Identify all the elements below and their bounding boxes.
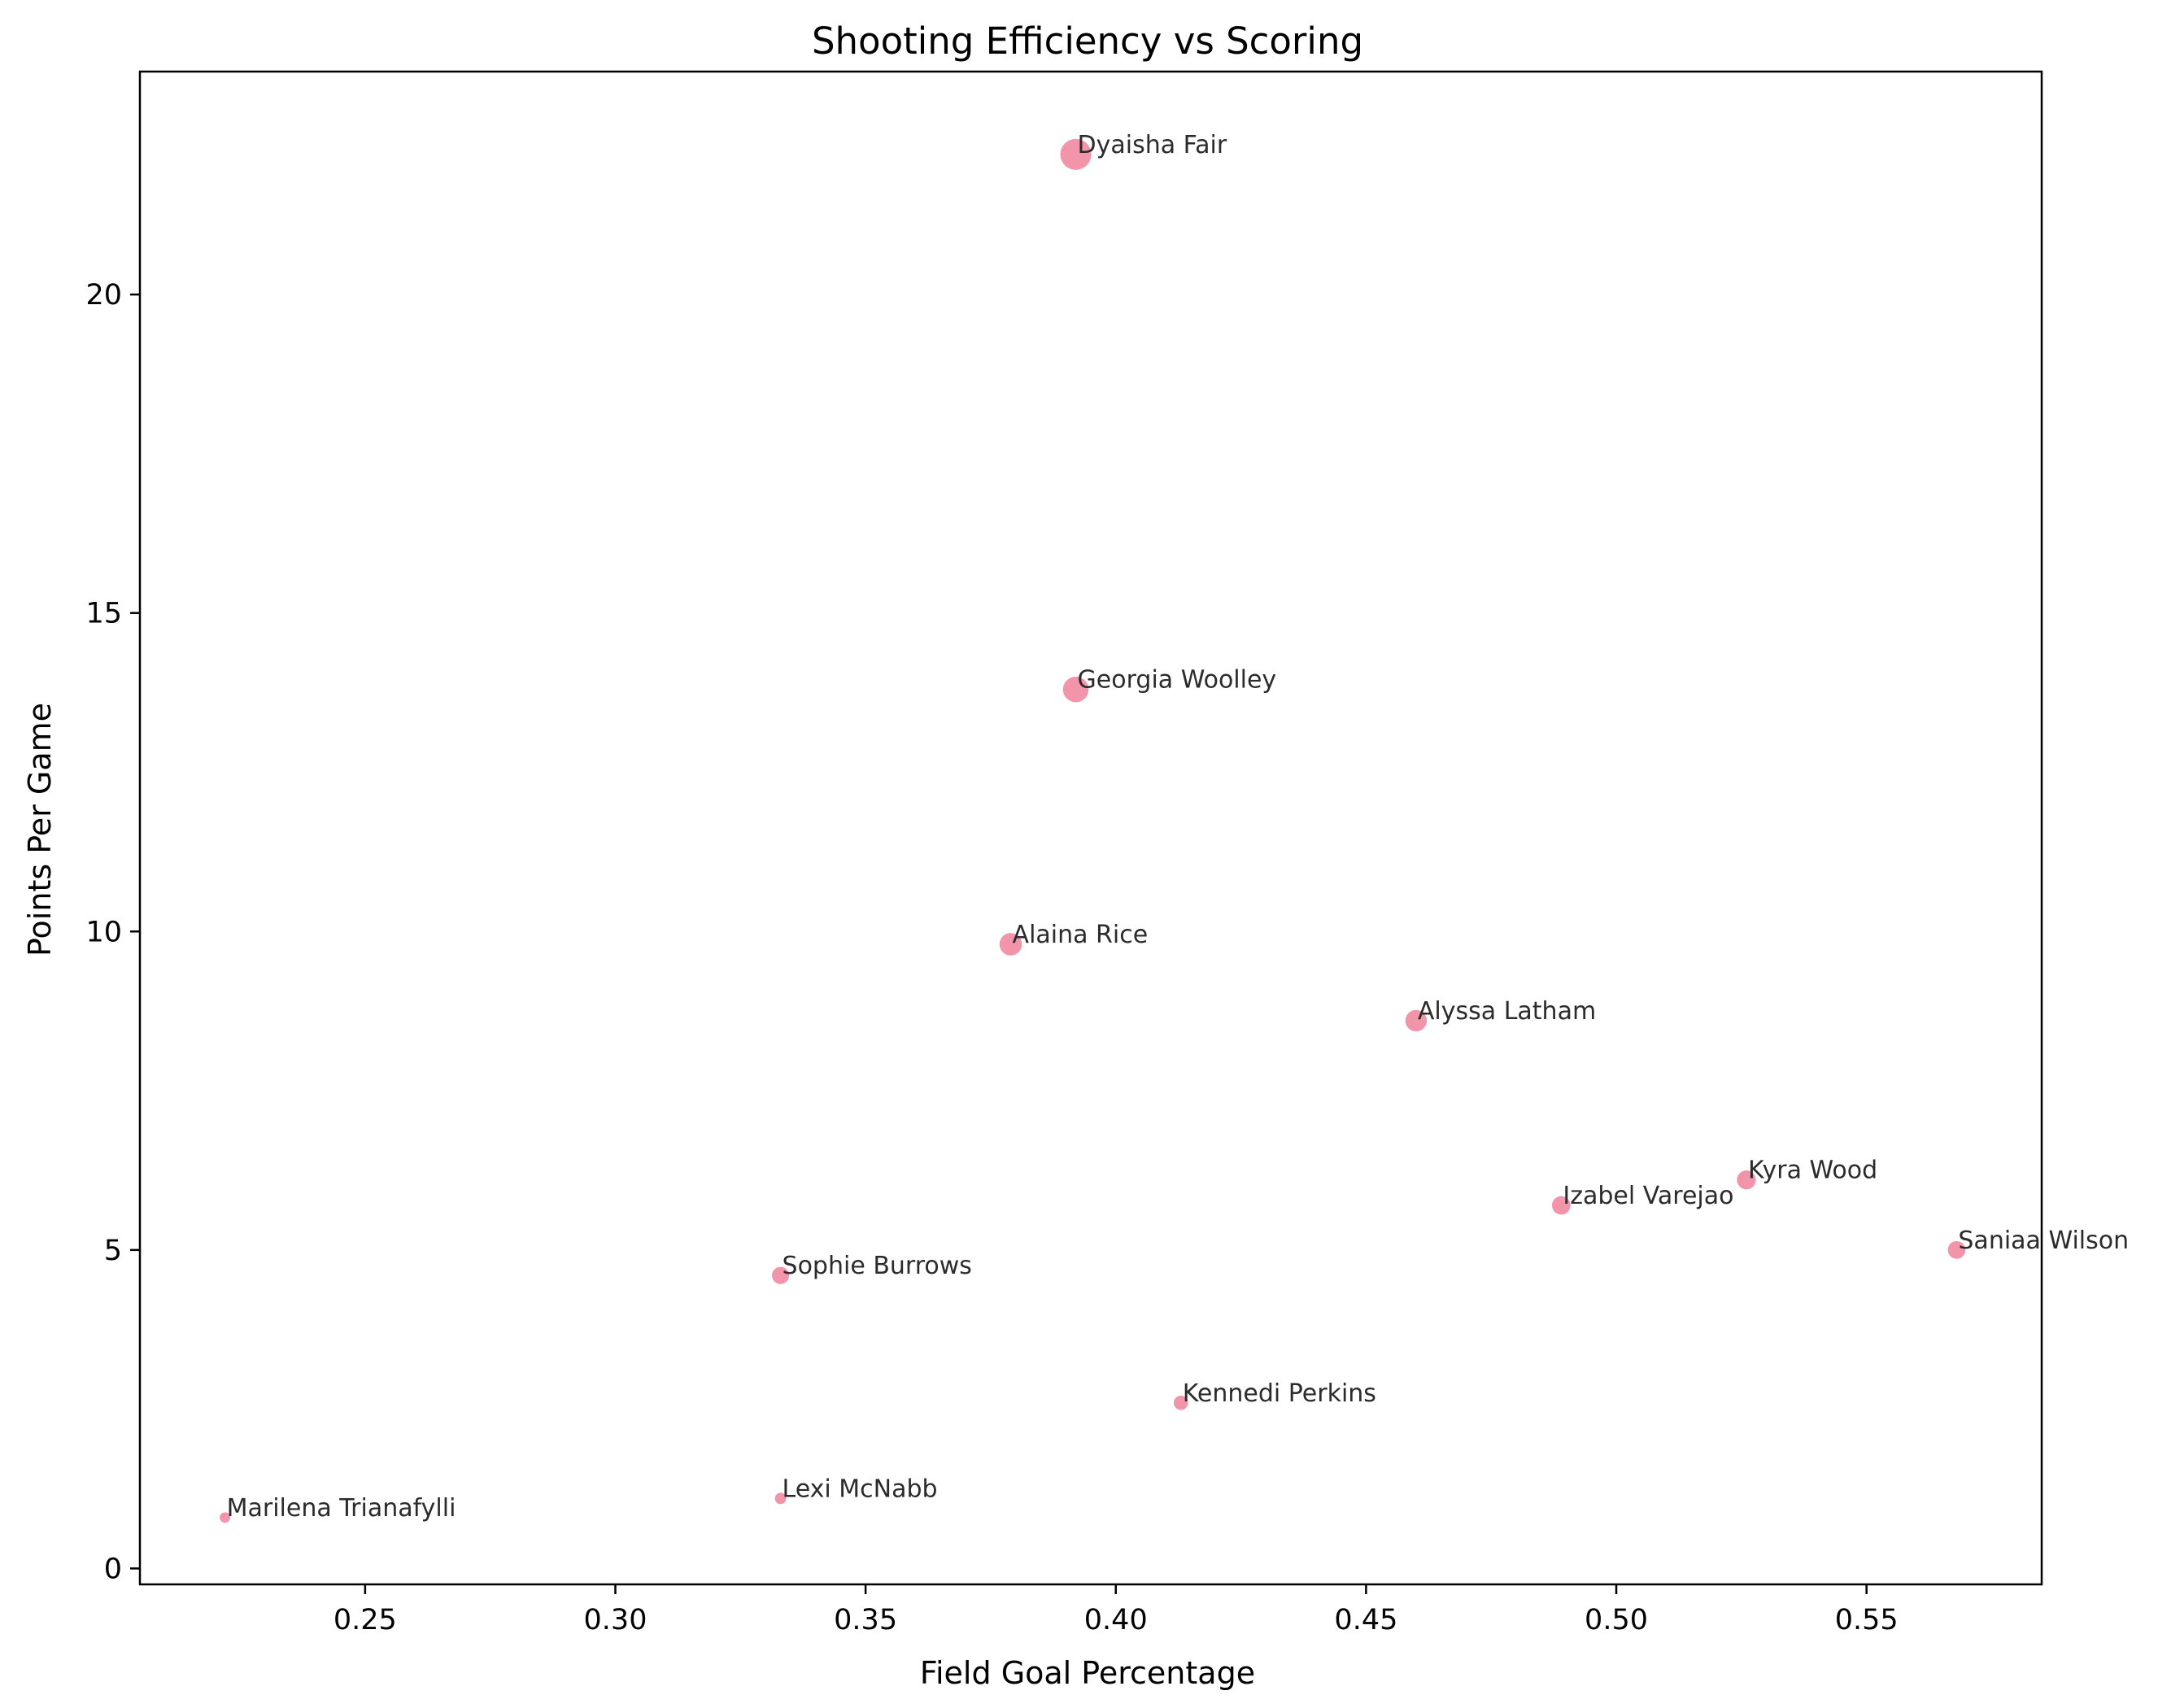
y-tick-label: 0 bbox=[104, 1553, 122, 1585]
x-tick-label: 0.45 bbox=[1334, 1604, 1397, 1636]
y-tick-label: 5 bbox=[104, 1235, 122, 1267]
data-point bbox=[771, 1266, 790, 1284]
axes: 0.25 0.30 0.35 0.40 0.45 0.50 0.55 0 5 10 15 20 bbox=[85, 70, 2043, 1636]
data-points bbox=[220, 138, 1966, 1523]
data-point bbox=[774, 1492, 787, 1505]
y-axis-label: Points Per Game bbox=[22, 703, 58, 956]
point-labels: Dyaisha Fair Georgia Woolley Alaina Rice Al… bbox=[227, 131, 2130, 1523]
y-tick-label: 10 bbox=[85, 916, 122, 948]
data-point-label: Georgia Woolley bbox=[1078, 666, 1277, 695]
chart-title: Shooting Efficiency vs Scoring bbox=[812, 20, 1363, 63]
data-point-label: Alaina Rice bbox=[1013, 921, 1149, 949]
data-point bbox=[1062, 676, 1089, 703]
x-axis-label: Field Goal Percentage bbox=[920, 1655, 1255, 1691]
y-tick-label: 15 bbox=[85, 598, 122, 630]
data-point bbox=[220, 1512, 231, 1523]
x-tick-label: 0.55 bbox=[1835, 1604, 1899, 1636]
x-tick-label: 0.50 bbox=[1585, 1604, 1648, 1636]
data-point bbox=[1551, 1196, 1571, 1215]
data-point-label: Saniaa Wilson bbox=[1958, 1227, 2129, 1255]
data-point bbox=[1737, 1170, 1756, 1190]
data-point-label: Kennedi Perkins bbox=[1183, 1379, 1376, 1408]
x-tick-label: 0.30 bbox=[584, 1604, 647, 1636]
data-point-label: Izabel Varejao bbox=[1563, 1182, 1733, 1210]
data-point-label: Alyssa Latham bbox=[1418, 997, 1596, 1026]
x-tick-label: 0.35 bbox=[834, 1604, 897, 1636]
data-point bbox=[999, 933, 1022, 956]
data-point-label: Lexi McNabb bbox=[783, 1475, 938, 1503]
data-point-label: Kyra Wood bbox=[1748, 1157, 1877, 1185]
data-point bbox=[1060, 138, 1092, 170]
data-point-label: Dyaisha Fair bbox=[1078, 131, 1227, 159]
data-point bbox=[1405, 1009, 1428, 1032]
data-point bbox=[1173, 1395, 1188, 1410]
data-point-label: Marilena Trianafylli bbox=[227, 1494, 456, 1523]
x-tick-label: 0.40 bbox=[1084, 1604, 1148, 1636]
data-point-label: Sophie Burrows bbox=[783, 1252, 972, 1280]
x-tick-label: 0.25 bbox=[334, 1604, 397, 1636]
plot-frame bbox=[138, 70, 2043, 1586]
y-tick-label: 20 bbox=[85, 279, 122, 312]
data-point bbox=[1947, 1240, 1966, 1259]
